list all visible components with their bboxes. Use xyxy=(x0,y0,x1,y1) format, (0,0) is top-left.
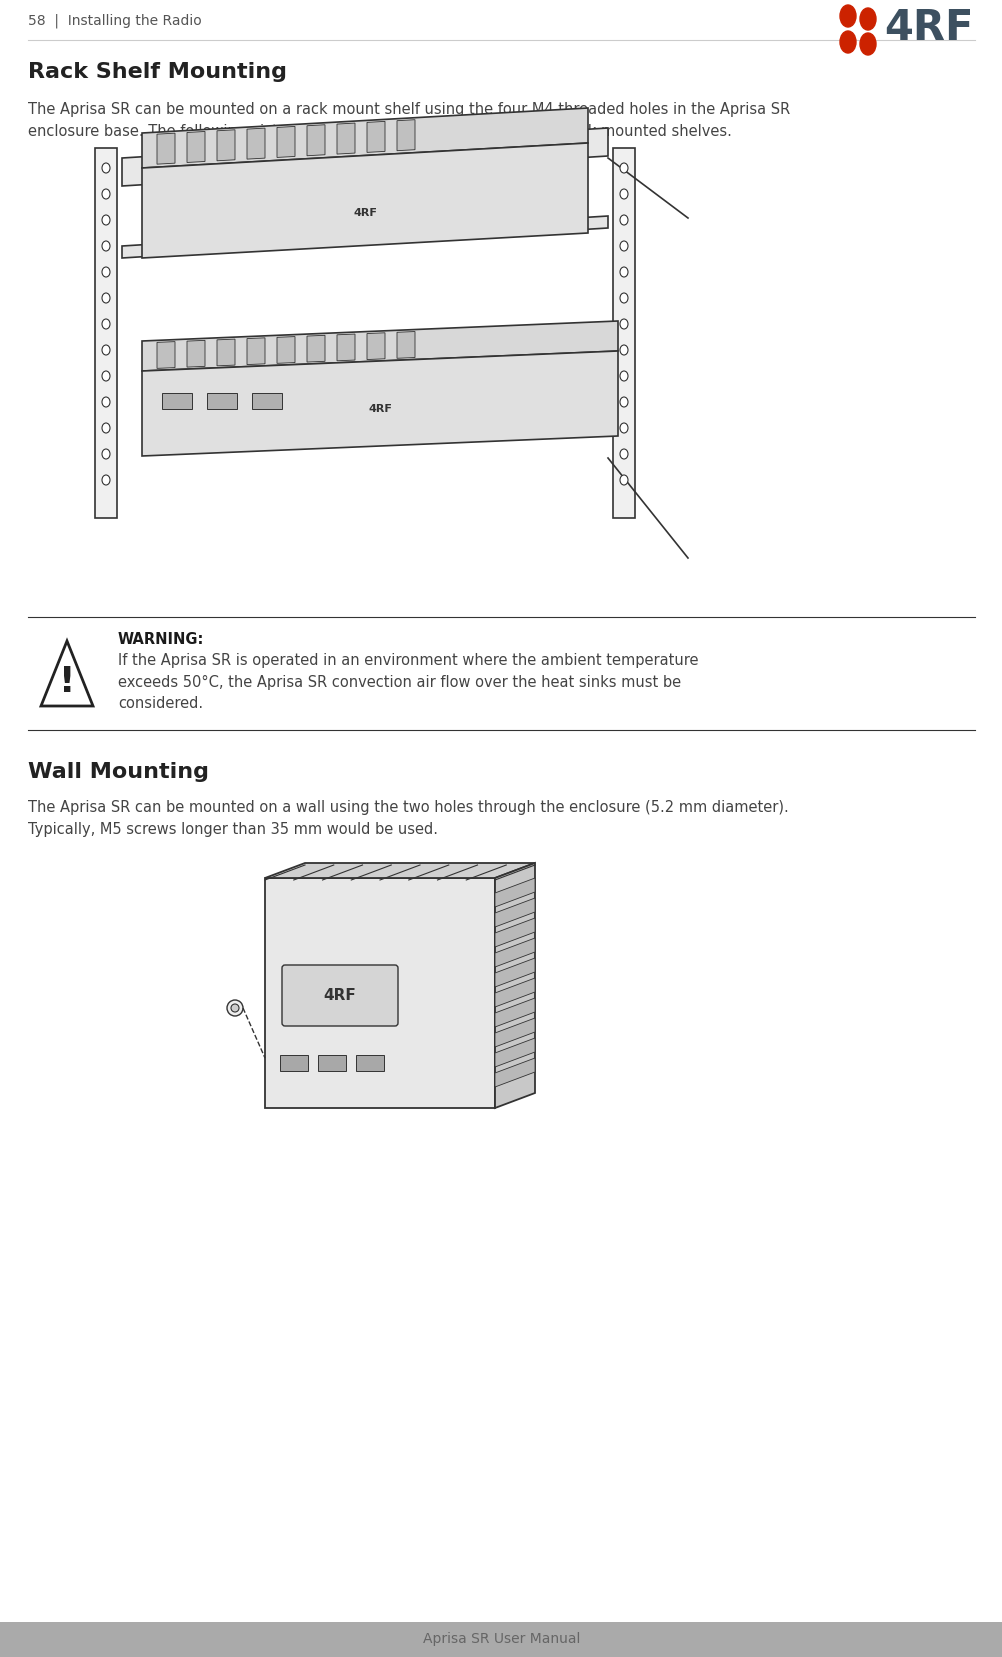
Polygon shape xyxy=(216,129,234,161)
Polygon shape xyxy=(367,121,385,152)
Ellipse shape xyxy=(619,189,627,199)
Ellipse shape xyxy=(619,320,627,330)
Ellipse shape xyxy=(102,240,110,250)
Ellipse shape xyxy=(839,31,855,53)
Bar xyxy=(356,1056,384,1070)
Ellipse shape xyxy=(226,1001,242,1016)
Polygon shape xyxy=(186,340,204,368)
Polygon shape xyxy=(495,1017,534,1047)
Polygon shape xyxy=(495,958,534,988)
Polygon shape xyxy=(142,351,617,456)
Polygon shape xyxy=(142,321,617,371)
Ellipse shape xyxy=(619,240,627,250)
Polygon shape xyxy=(157,133,174,164)
Polygon shape xyxy=(495,1059,534,1087)
Ellipse shape xyxy=(859,33,875,55)
Ellipse shape xyxy=(102,371,110,381)
Polygon shape xyxy=(397,119,415,151)
Text: 4RF: 4RF xyxy=(324,988,356,1002)
Bar xyxy=(80,157,649,578)
Polygon shape xyxy=(495,918,534,948)
Ellipse shape xyxy=(102,345,110,355)
Ellipse shape xyxy=(619,215,627,225)
Text: The Aprisa SR can be mounted on a rack mount shelf using the four M4 threaded ho: The Aprisa SR can be mounted on a rack m… xyxy=(28,103,790,139)
Text: Rack Shelf Mounting: Rack Shelf Mounting xyxy=(28,61,287,81)
Ellipse shape xyxy=(619,371,627,381)
Text: Wall Mounting: Wall Mounting xyxy=(28,762,208,782)
Polygon shape xyxy=(337,123,355,154)
Polygon shape xyxy=(186,131,204,162)
Polygon shape xyxy=(495,898,534,926)
Ellipse shape xyxy=(230,1004,238,1012)
Bar xyxy=(280,1056,308,1070)
Text: The Aprisa SR can be mounted on a wall using the two holes through the enclosure: The Aprisa SR can be mounted on a wall u… xyxy=(28,800,788,837)
Polygon shape xyxy=(246,338,265,365)
Text: 4RF: 4RF xyxy=(368,404,392,414)
Bar xyxy=(0,1622,1002,1657)
Bar xyxy=(206,393,236,409)
Ellipse shape xyxy=(619,162,627,172)
Ellipse shape xyxy=(619,476,627,486)
Polygon shape xyxy=(367,333,385,360)
Polygon shape xyxy=(495,878,534,906)
Ellipse shape xyxy=(102,162,110,172)
Polygon shape xyxy=(495,1037,534,1067)
Polygon shape xyxy=(277,126,295,157)
Text: 4RF: 4RF xyxy=(883,7,973,50)
Polygon shape xyxy=(265,863,534,878)
Polygon shape xyxy=(495,938,534,968)
Polygon shape xyxy=(495,863,534,1109)
Ellipse shape xyxy=(102,215,110,225)
Ellipse shape xyxy=(102,449,110,459)
Polygon shape xyxy=(157,341,174,368)
Polygon shape xyxy=(337,335,355,361)
Polygon shape xyxy=(277,336,295,363)
Ellipse shape xyxy=(102,398,110,408)
Ellipse shape xyxy=(102,267,110,277)
Ellipse shape xyxy=(619,345,627,355)
Ellipse shape xyxy=(619,449,627,459)
Bar xyxy=(252,393,282,409)
FancyBboxPatch shape xyxy=(282,964,398,1026)
Ellipse shape xyxy=(619,293,627,303)
Polygon shape xyxy=(142,108,587,167)
Polygon shape xyxy=(397,331,415,358)
Text: If the Aprisa SR is operated in an environment where the ambient temperature
exc: If the Aprisa SR is operated in an envir… xyxy=(118,653,697,711)
Polygon shape xyxy=(307,124,325,156)
Ellipse shape xyxy=(619,267,627,277)
Ellipse shape xyxy=(102,476,110,486)
Polygon shape xyxy=(246,128,265,159)
Bar xyxy=(162,393,191,409)
Polygon shape xyxy=(41,641,93,706)
Polygon shape xyxy=(307,335,325,363)
Ellipse shape xyxy=(619,398,627,408)
FancyBboxPatch shape xyxy=(265,878,495,1109)
Bar xyxy=(194,858,574,1158)
Text: Aprisa SR User Manual: Aprisa SR User Manual xyxy=(423,1632,579,1647)
Polygon shape xyxy=(142,143,587,258)
Ellipse shape xyxy=(102,423,110,432)
Polygon shape xyxy=(122,215,607,258)
Polygon shape xyxy=(216,340,234,366)
Ellipse shape xyxy=(839,5,855,27)
Text: 4RF: 4RF xyxy=(353,209,377,219)
Ellipse shape xyxy=(102,320,110,330)
Polygon shape xyxy=(122,128,607,186)
Bar xyxy=(612,147,634,519)
Ellipse shape xyxy=(859,8,875,30)
Text: 58  |  Installing the Radio: 58 | Installing the Radio xyxy=(28,13,201,28)
Ellipse shape xyxy=(102,293,110,303)
Ellipse shape xyxy=(619,423,627,432)
Bar xyxy=(318,1056,346,1070)
Ellipse shape xyxy=(102,189,110,199)
Text: !: ! xyxy=(59,664,75,699)
Polygon shape xyxy=(495,978,534,1007)
Text: WARNING:: WARNING: xyxy=(118,631,204,646)
Polygon shape xyxy=(495,998,534,1027)
Bar xyxy=(95,147,117,519)
